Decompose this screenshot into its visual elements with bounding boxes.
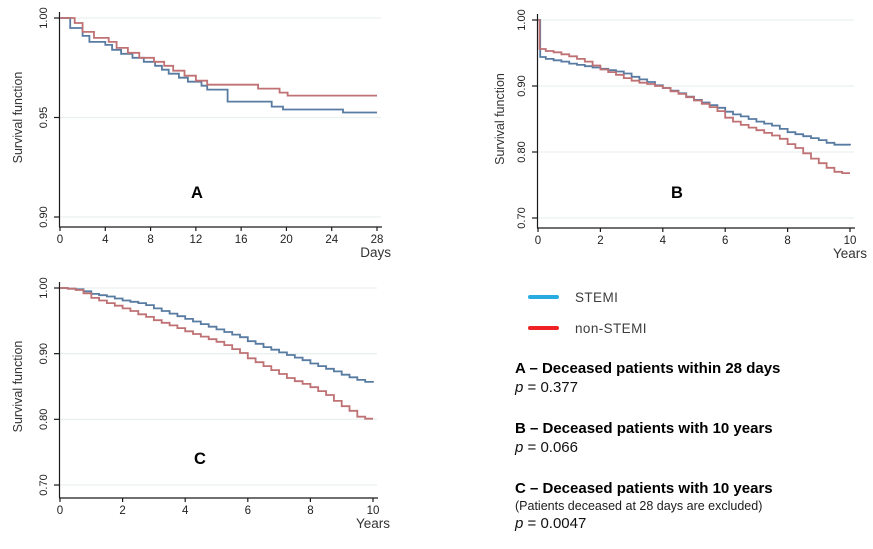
svg-text:0.95: 0.95 (38, 107, 50, 128)
svg-text:0: 0 (57, 505, 63, 517)
p-value-text: = 0.377 (527, 379, 578, 396)
caption-b-p-value: p = 0.066 (515, 438, 867, 458)
svg-text:B: B (671, 184, 683, 202)
svg-text:0.90: 0.90 (38, 343, 50, 364)
p-symbol: p (515, 379, 524, 396)
caption-block: A – Deceased patients within 28 days p =… (515, 359, 867, 534)
legend: STEMI non-STEMI (515, 288, 867, 337)
svg-text:0.70: 0.70 (38, 474, 50, 495)
caption-panel-b: B – Deceased patients with 10 years p = … (515, 419, 867, 458)
panel-b-deceased-10-years-chart: 1.00 0.90 0.80 0.70 0 2 4 6 8 10 Years Survival fun… (440, 0, 873, 262)
p-value-text: = 0.066 (527, 439, 578, 456)
svg-text:1.00: 1.00 (38, 7, 50, 28)
svg-text:0: 0 (535, 235, 541, 247)
svg-text:24: 24 (325, 234, 338, 246)
svg-text:8: 8 (784, 235, 790, 247)
svg-text:C: C (194, 450, 206, 468)
panel-a-deceased-28-days-chart: 1.00 0.95 0.90 0 4 8 12 16 20 24 28 Days Survival fu… (0, 0, 435, 262)
svg-text:Survival function: Survival function (11, 341, 25, 433)
svg-text:12: 12 (189, 234, 202, 246)
svg-text:8: 8 (147, 234, 153, 246)
svg-text:0.80: 0.80 (516, 141, 528, 162)
legend-item-non-stemi: non-STEMI (515, 319, 867, 337)
p-symbol: p (515, 515, 524, 532)
svg-text:6: 6 (245, 505, 251, 517)
caption-a-title: A – Deceased patients within 28 days (515, 360, 781, 377)
svg-text:1.00: 1.00 (516, 9, 528, 30)
svg-text:1.00: 1.00 (38, 277, 50, 298)
svg-text:Years: Years (833, 246, 867, 261)
svg-text:4: 4 (102, 234, 109, 246)
svg-text:6: 6 (722, 235, 728, 247)
svg-text:16: 16 (235, 234, 248, 246)
svg-text:A: A (191, 184, 203, 202)
svg-text:2: 2 (119, 505, 125, 517)
stemi-line-swatch (528, 295, 559, 299)
svg-text:Days: Days (360, 245, 391, 260)
caption-c-note: (Patients deceased at 28 days are exclud… (515, 499, 763, 513)
legend-label-stemi: STEMI (575, 289, 619, 305)
svg-text:0: 0 (57, 234, 63, 246)
svg-text:20: 20 (280, 234, 293, 246)
svg-text:0.90: 0.90 (516, 75, 528, 96)
svg-text:Years: Years (356, 516, 390, 531)
svg-text:10: 10 (367, 505, 380, 517)
svg-text:28: 28 (371, 234, 384, 246)
svg-text:2: 2 (597, 235, 603, 247)
panel-c-deceased-10-years-excluded-chart: 1.00 0.90 0.80 0.70 0 2 4 6 8 10 Years Survival fun… (0, 268, 435, 549)
svg-text:Survival function: Survival function (493, 73, 507, 165)
legend-item-stemi: STEMI (515, 288, 867, 306)
svg-text:0.90: 0.90 (38, 206, 50, 227)
p-value-text: = 0.0047 (527, 515, 587, 532)
non-stemi-line-swatch (528, 326, 559, 330)
legend-and-captions: STEMI non-STEMI A – Deceased patients wi… (515, 288, 867, 549)
svg-text:4: 4 (182, 505, 189, 517)
svg-text:0.70: 0.70 (516, 207, 528, 228)
svg-text:8: 8 (307, 505, 313, 517)
legend-label-non-stemi: non-STEMI (575, 320, 647, 336)
svg-text:Survival function: Survival function (11, 72, 25, 164)
caption-a-p-value: p = 0.377 (515, 378, 867, 398)
caption-b-title: B – Deceased patients with 10 years (515, 420, 773, 437)
svg-text:4: 4 (660, 235, 667, 247)
svg-text:10: 10 (844, 235, 857, 247)
caption-c-title: C – Deceased patients with 10 years (515, 480, 773, 497)
p-symbol: p (515, 439, 524, 456)
caption-c-p-value: p = 0.0047 (515, 514, 867, 534)
svg-text:0.80: 0.80 (38, 409, 50, 430)
caption-panel-c: C – Deceased patients with 10 years (Pat… (515, 479, 867, 534)
caption-panel-a: A – Deceased patients within 28 days p =… (515, 359, 867, 398)
